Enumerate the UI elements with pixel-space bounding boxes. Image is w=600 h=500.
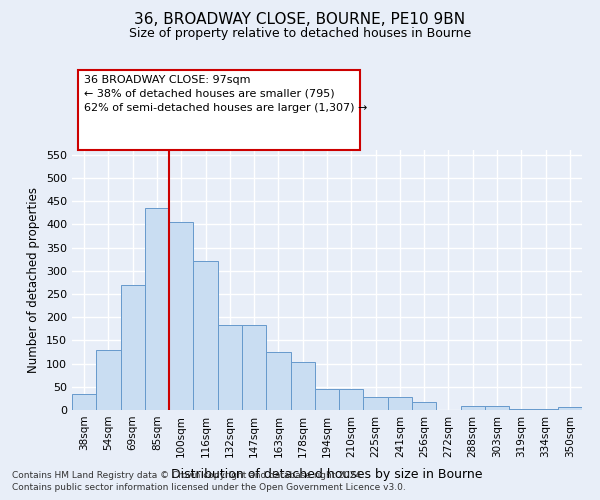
Bar: [145, 208, 169, 410]
Bar: [290, 362, 315, 410]
Text: 36 BROADWAY CLOSE: 97sqm
← 38% of detached houses are smaller (795)
62% of semi-: 36 BROADWAY CLOSE: 97sqm ← 38% of detach…: [84, 75, 367, 113]
Bar: [193, 262, 218, 410]
X-axis label: Distribution of detached houses by size in Bourne: Distribution of detached houses by size …: [171, 468, 483, 481]
Bar: [485, 406, 509, 410]
Bar: [121, 284, 145, 410]
Text: Contains HM Land Registry data © Crown copyright and database right 2024.: Contains HM Land Registry data © Crown c…: [12, 471, 364, 480]
Y-axis label: Number of detached properties: Number of detached properties: [28, 187, 40, 373]
Bar: [533, 408, 558, 410]
Bar: [388, 397, 412, 410]
Bar: [315, 389, 339, 410]
Bar: [169, 222, 193, 410]
Bar: [96, 350, 121, 410]
Bar: [412, 402, 436, 410]
Bar: [509, 408, 533, 410]
Bar: [364, 397, 388, 410]
Bar: [72, 394, 96, 410]
Text: Contains public sector information licensed under the Open Government Licence v3: Contains public sector information licen…: [12, 484, 406, 492]
Bar: [461, 406, 485, 410]
Bar: [218, 325, 242, 410]
Bar: [266, 352, 290, 410]
Bar: [242, 325, 266, 410]
Text: Size of property relative to detached houses in Bourne: Size of property relative to detached ho…: [129, 28, 471, 40]
Bar: [339, 389, 364, 410]
Text: 36, BROADWAY CLOSE, BOURNE, PE10 9BN: 36, BROADWAY CLOSE, BOURNE, PE10 9BN: [134, 12, 466, 28]
Bar: [558, 407, 582, 410]
